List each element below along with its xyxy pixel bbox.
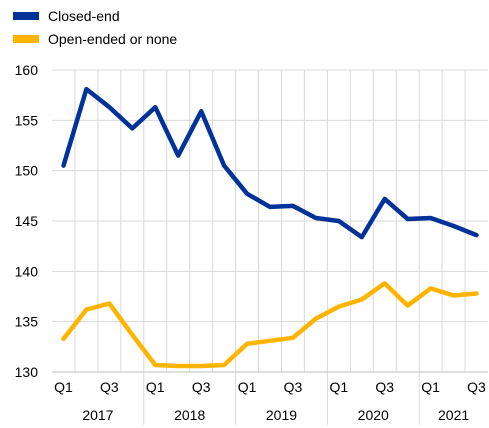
y-axis: 130 135 140 145 150 155 160 <box>15 62 39 380</box>
x-tick-label-8: Q1 <box>238 379 257 395</box>
y-tick-label-145: 145 <box>15 213 39 229</box>
year-label-2017: 2017 <box>82 407 113 423</box>
x-tick-label-2: Q3 <box>100 379 119 395</box>
year-label-2020: 2020 <box>358 407 389 423</box>
series-lines <box>61 86 479 369</box>
y-tick-label-140: 140 <box>15 263 39 279</box>
x-tick-label-4: Q1 <box>146 379 165 395</box>
y-tick-label-150: 150 <box>15 163 39 179</box>
legend-item-open-ended: Open-ended or none <box>13 31 177 47</box>
year-label-2018: 2018 <box>174 407 205 423</box>
legend-label-open-ended: Open-ended or none <box>48 31 177 47</box>
legend-item-closed-end: Closed-end <box>13 8 120 24</box>
x-tick-label-10: Q3 <box>284 379 303 395</box>
series-line-open-ended <box>61 281 479 369</box>
series-line-closed-end <box>61 86 479 240</box>
x-tick-label-0: Q1 <box>54 379 73 395</box>
y-tick-label-160: 160 <box>15 62 39 78</box>
x-tick-label-14: Q3 <box>375 379 394 395</box>
x-tick-label-16: Q1 <box>421 379 440 395</box>
x-tick-label-18: Q3 <box>467 379 486 395</box>
y-tick-label-155: 155 <box>15 112 39 128</box>
legend-label-closed-end: Closed-end <box>48 8 120 24</box>
x-tick-label-12: Q1 <box>329 379 348 395</box>
legend-swatch-open-ended <box>13 35 39 43</box>
year-label-2019: 2019 <box>266 407 297 423</box>
legend: Closed-end Open-ended or none <box>13 8 177 47</box>
x-axis: Q1 Q3 Q1 Q3 Q1 Q3 Q1 Q3 Q1 Q3 2017 2018 2019 2020 2021 <box>52 371 488 425</box>
y-tick-label-130: 130 <box>15 364 39 380</box>
y-tick-label-135: 135 <box>15 314 39 330</box>
year-label-2021: 2021 <box>438 407 469 423</box>
x-tick-label-6: Q3 <box>192 379 211 395</box>
legend-swatch-closed-end <box>13 12 39 20</box>
